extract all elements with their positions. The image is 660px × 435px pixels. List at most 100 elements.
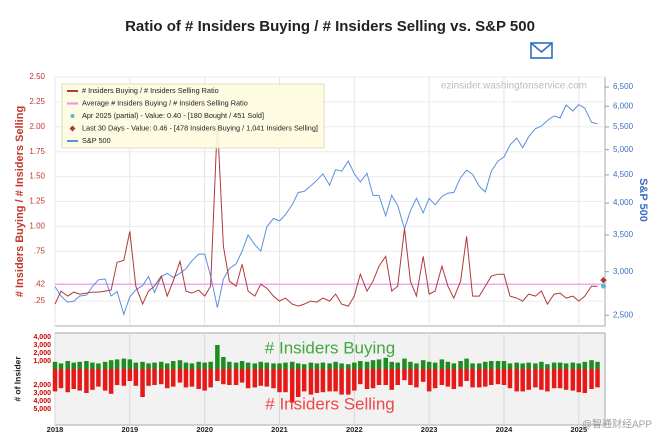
bar <box>376 369 382 385</box>
bar <box>84 361 89 369</box>
bar <box>439 369 445 385</box>
x-tick-label: 2020 <box>196 425 213 434</box>
bar <box>501 369 507 385</box>
bar <box>221 357 226 369</box>
legend-label: S&P 500 <box>82 136 111 145</box>
bar <box>140 369 145 397</box>
y-axis-title: # Insiders Buying / # Insiders Selling <box>14 106 26 297</box>
bar <box>439 359 445 369</box>
bar <box>320 369 326 393</box>
bar <box>295 363 301 369</box>
bar <box>65 361 70 369</box>
bar <box>108 369 114 394</box>
bar <box>495 369 501 385</box>
bar <box>383 369 388 385</box>
bar <box>520 369 525 392</box>
y2-tick-label: 3,500 <box>613 230 634 239</box>
bar <box>339 369 344 395</box>
bar <box>71 369 76 389</box>
bar <box>551 369 557 389</box>
x-tick-label: 2018 <box>47 425 64 434</box>
bar <box>52 361 58 369</box>
bar <box>202 362 207 369</box>
legend: # Insiders Buying / # Insiders Selling R… <box>61 83 325 149</box>
bar <box>595 361 600 369</box>
bar <box>252 363 258 369</box>
bar <box>445 369 451 387</box>
bar <box>507 369 513 389</box>
bar <box>370 360 376 369</box>
bar <box>159 361 164 369</box>
x-tick-label: 2021 <box>271 425 288 434</box>
bar <box>77 361 82 369</box>
bar <box>589 369 594 389</box>
y-tick-label: 2,000 <box>33 350 51 357</box>
bar <box>146 363 151 369</box>
bar <box>202 369 207 391</box>
bar <box>189 369 195 387</box>
bar <box>539 369 544 390</box>
bar <box>114 359 120 369</box>
series-line <box>54 121 598 307</box>
bar <box>483 369 488 387</box>
bar <box>408 369 413 385</box>
y-tick-label: 4,000 <box>33 334 51 341</box>
bar <box>133 369 139 386</box>
bar <box>165 363 170 369</box>
bar <box>364 369 370 389</box>
bar <box>314 369 320 393</box>
bar <box>239 369 245 383</box>
bar <box>108 360 114 369</box>
bar <box>233 362 239 369</box>
bar <box>333 361 338 369</box>
bar <box>346 364 351 369</box>
bar <box>458 361 463 369</box>
bar <box>526 369 531 390</box>
point-marker <box>599 276 608 285</box>
bar <box>376 359 382 369</box>
envelope-flap[interactable] <box>530 42 553 54</box>
y2-tick-label: 5,500 <box>613 122 634 131</box>
x-tick-label: 2022 <box>346 425 363 434</box>
bar <box>576 363 582 369</box>
y-tick-label: 3,000 <box>33 390 51 397</box>
bar <box>277 363 282 369</box>
bar <box>183 369 189 388</box>
bar <box>271 363 276 369</box>
bar <box>402 358 407 369</box>
bar <box>370 369 376 389</box>
bar <box>383 357 388 369</box>
bar <box>557 362 563 369</box>
y-tick-label: 1.00 <box>29 222 45 231</box>
bar <box>264 369 270 387</box>
bar <box>320 362 326 369</box>
bar <box>264 362 270 369</box>
y-tick-label: .75 <box>34 246 46 255</box>
bar <box>183 362 189 369</box>
bar <box>58 363 64 369</box>
chart-title: Ratio of # Insiders Buying / # Insiders … <box>125 18 535 35</box>
bar <box>165 369 170 389</box>
bar <box>283 369 288 393</box>
bar <box>102 369 108 391</box>
bar <box>557 369 563 389</box>
bar <box>364 361 370 369</box>
y-tick-label: 3,000 <box>33 342 51 349</box>
bar <box>127 369 133 381</box>
bar <box>177 369 183 383</box>
bar <box>96 369 101 387</box>
bar <box>514 362 519 369</box>
bar <box>358 369 363 385</box>
bar <box>563 369 569 390</box>
bar <box>196 369 201 389</box>
y2-axis-title: S&P 500 <box>637 178 649 222</box>
bar <box>215 345 220 369</box>
watermark: @智通财经APP <box>582 418 652 431</box>
bar <box>233 369 239 385</box>
x-tick-label: 2019 <box>121 425 138 434</box>
bar <box>426 361 432 369</box>
y-tick-label: 2,000 <box>33 382 51 389</box>
email-icon[interactable] <box>530 42 553 59</box>
bar <box>114 369 120 385</box>
y-tick-label: 2.50 <box>29 72 45 81</box>
